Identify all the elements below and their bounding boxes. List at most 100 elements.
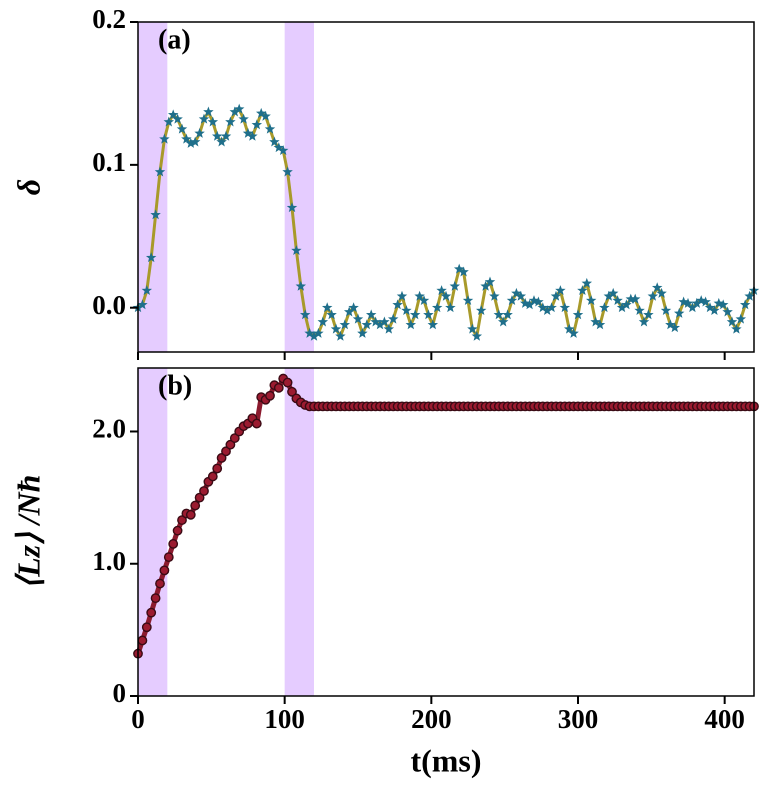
circle-marker bbox=[282, 377, 293, 388]
circle-marker bbox=[137, 635, 148, 646]
star-marker bbox=[449, 280, 461, 291]
star-marker bbox=[304, 327, 315, 338]
star-marker bbox=[537, 302, 549, 313]
star-marker bbox=[616, 302, 628, 313]
star-marker bbox=[726, 316, 738, 327]
star-marker bbox=[735, 313, 747, 324]
star-marker bbox=[572, 309, 584, 320]
star-marker bbox=[295, 280, 307, 291]
star-marker bbox=[181, 133, 192, 144]
star-marker bbox=[418, 295, 430, 306]
star-marker bbox=[308, 330, 320, 341]
panel-label: (a) bbox=[158, 24, 191, 55]
star-marker bbox=[361, 319, 373, 330]
star-marker bbox=[220, 130, 232, 141]
star-marker bbox=[159, 133, 170, 144]
star-marker bbox=[194, 127, 205, 138]
star-marker bbox=[621, 299, 632, 310]
y-tick-label: 0.0 bbox=[92, 290, 126, 320]
star-marker bbox=[656, 287, 667, 298]
x-tick-label: 400 bbox=[704, 704, 745, 734]
star-marker bbox=[550, 290, 562, 301]
circle-marker bbox=[172, 525, 183, 536]
star-marker bbox=[682, 297, 694, 308]
star-marker bbox=[167, 109, 179, 120]
star-marker bbox=[660, 305, 672, 316]
star-marker bbox=[445, 302, 456, 313]
star-marker bbox=[189, 136, 201, 147]
star-marker bbox=[260, 110, 271, 121]
star-marker bbox=[176, 123, 188, 134]
star-marker bbox=[717, 299, 729, 310]
x-tick-label: 100 bbox=[264, 704, 305, 734]
star-marker bbox=[211, 130, 223, 141]
star-marker bbox=[440, 290, 452, 301]
x-tick-label: 0 bbox=[131, 704, 145, 734]
star-marker bbox=[383, 323, 395, 334]
x-tick-label: 300 bbox=[558, 704, 599, 734]
star-marker bbox=[695, 295, 707, 306]
star-marker bbox=[273, 142, 285, 153]
star-marker bbox=[233, 103, 245, 114]
star-marker bbox=[238, 113, 249, 124]
shaded-span bbox=[284, 368, 314, 696]
circle-marker bbox=[190, 500, 201, 511]
star-marker bbox=[651, 282, 663, 293]
star-marker bbox=[396, 290, 408, 301]
circle-marker bbox=[251, 418, 262, 429]
circle-marker bbox=[163, 552, 174, 563]
star-marker bbox=[687, 302, 698, 313]
star-marker bbox=[150, 209, 161, 220]
star-marker bbox=[497, 316, 509, 327]
star-marker bbox=[533, 296, 544, 307]
star-marker bbox=[321, 302, 333, 313]
star-marker bbox=[453, 263, 465, 274]
star-marker bbox=[299, 309, 311, 320]
star-marker bbox=[247, 130, 258, 141]
star-marker bbox=[555, 285, 566, 296]
star-marker bbox=[264, 123, 276, 134]
y-axis-label: ⟨Lz⟩ /Nħ bbox=[10, 475, 46, 590]
circle-marker bbox=[168, 539, 179, 549]
circle-marker bbox=[199, 486, 209, 496]
circle-marker bbox=[212, 463, 223, 474]
star-marker bbox=[326, 309, 337, 320]
star-marker bbox=[638, 316, 650, 327]
x-axis-label: t(ms) bbox=[410, 742, 481, 778]
star-marker bbox=[612, 295, 623, 306]
circle-marker bbox=[194, 492, 205, 503]
circle-marker bbox=[216, 453, 227, 463]
y-tick-label: 0 bbox=[113, 678, 127, 708]
x-tick-label: 200 bbox=[411, 704, 452, 734]
star-marker bbox=[141, 285, 153, 296]
star-marker bbox=[709, 305, 720, 316]
star-marker bbox=[317, 316, 329, 327]
star-marker bbox=[546, 302, 557, 313]
star-marker bbox=[348, 302, 359, 313]
circle-marker bbox=[273, 382, 284, 393]
star-marker bbox=[475, 305, 487, 316]
star-marker bbox=[374, 319, 386, 330]
star-marker bbox=[172, 113, 183, 124]
star-marker bbox=[357, 327, 368, 338]
circle-marker bbox=[177, 515, 187, 525]
star-marker bbox=[585, 295, 597, 306]
axes-frame bbox=[137, 367, 755, 697]
star-marker bbox=[414, 290, 425, 301]
star-marker bbox=[541, 305, 553, 316]
star-marker bbox=[277, 145, 289, 156]
star-marker bbox=[647, 290, 659, 301]
star-marker bbox=[568, 327, 579, 338]
data-line bbox=[137, 107, 756, 338]
star-marker bbox=[137, 299, 148, 310]
star-marker bbox=[559, 302, 571, 313]
star-marker bbox=[255, 107, 267, 118]
star-marker bbox=[563, 323, 575, 334]
circle-marker bbox=[225, 439, 236, 450]
star-marker bbox=[673, 307, 685, 318]
star-marker bbox=[669, 322, 681, 333]
star-marker bbox=[335, 330, 346, 341]
circle-marker bbox=[146, 607, 157, 618]
star-marker bbox=[643, 309, 654, 320]
star-marker bbox=[700, 296, 711, 307]
